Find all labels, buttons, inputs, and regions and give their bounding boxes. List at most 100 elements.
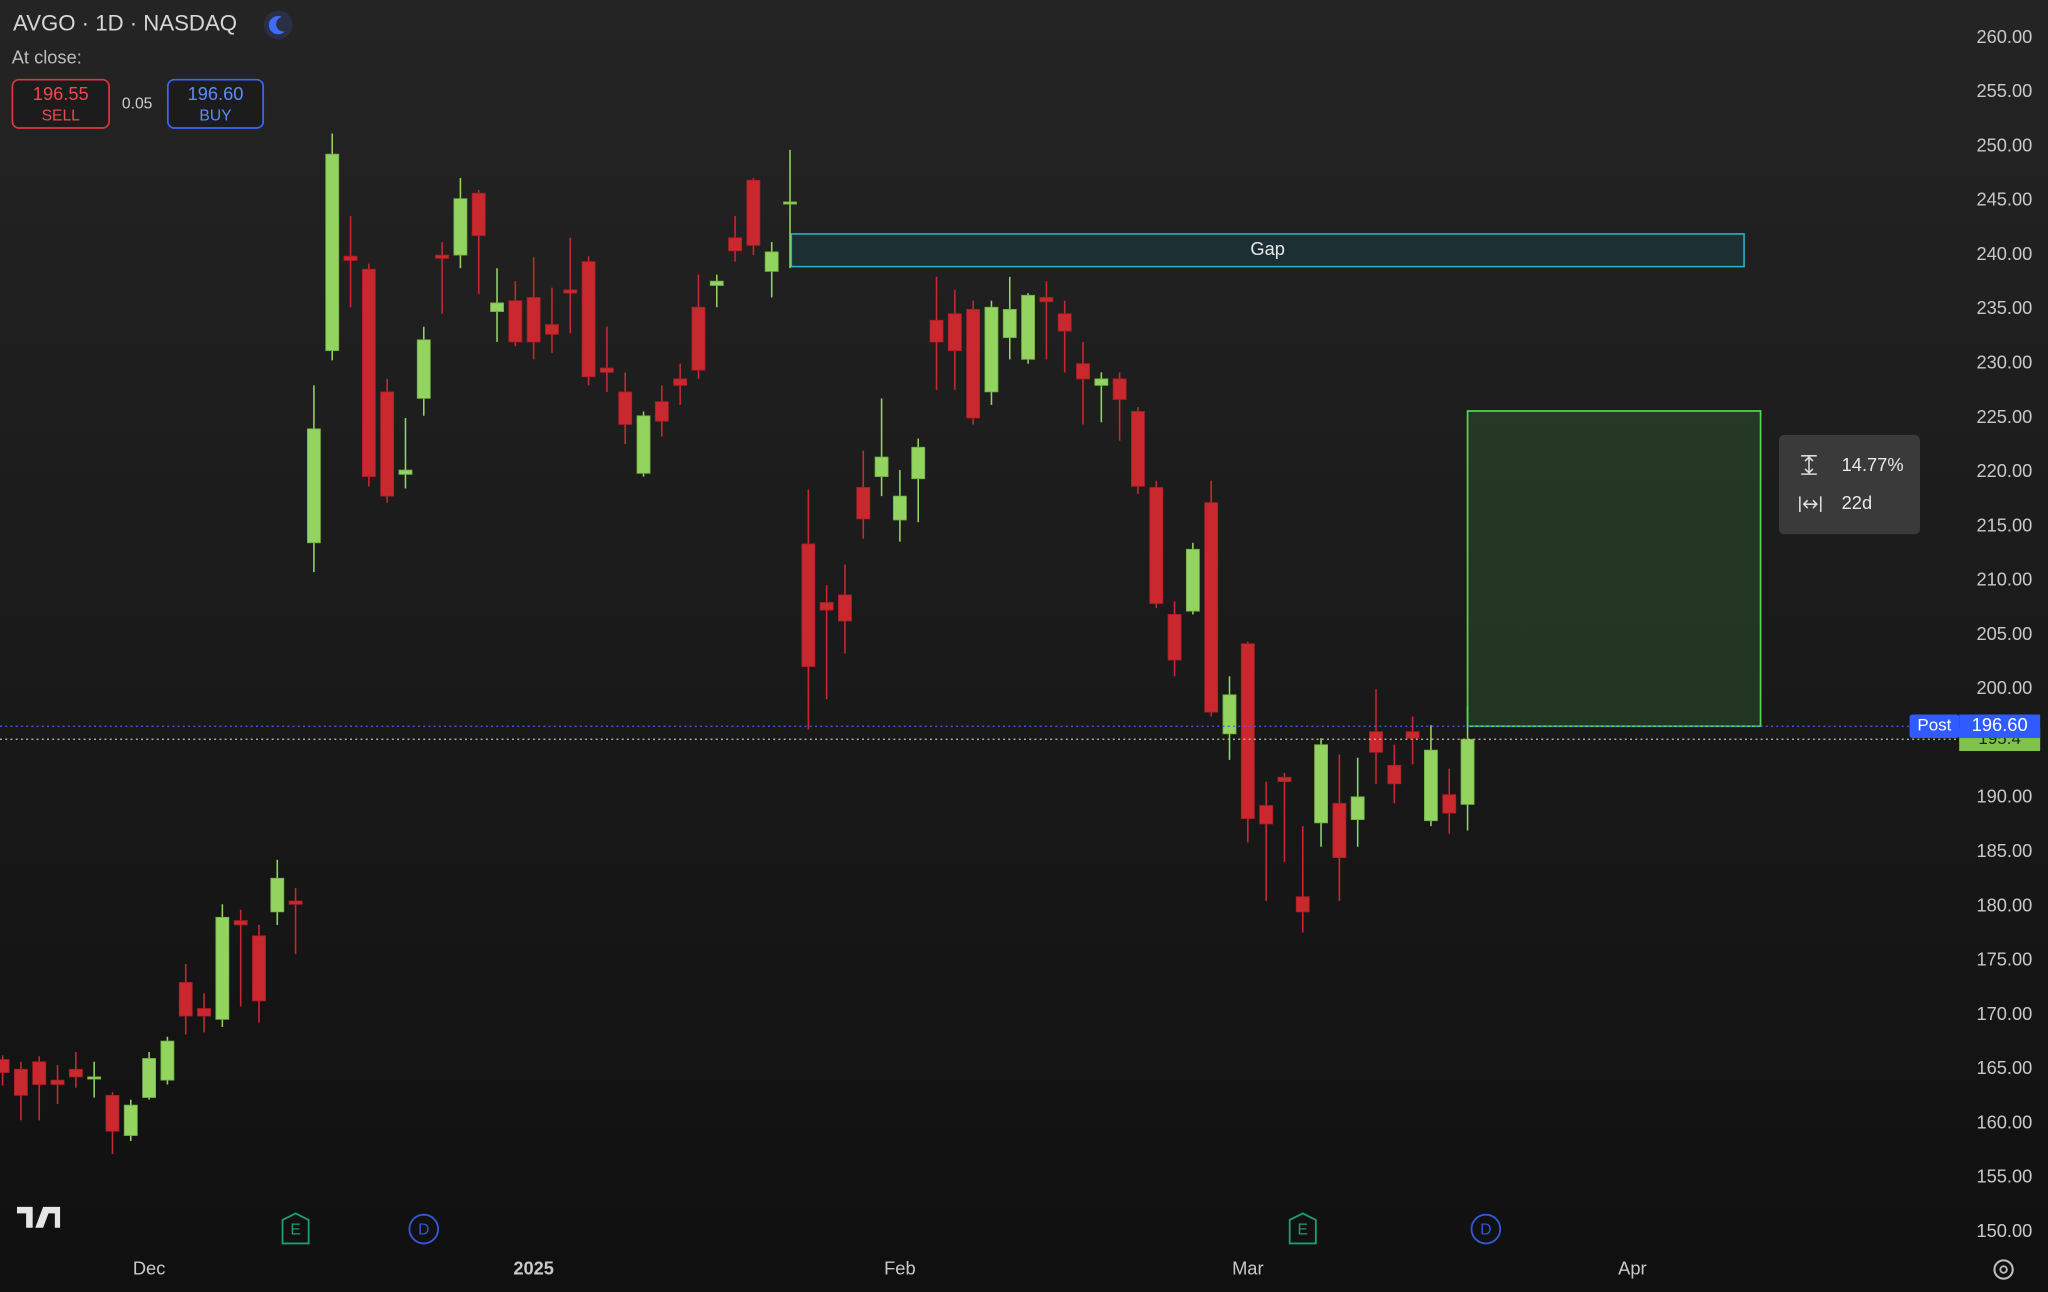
event-label: D: [418, 1221, 429, 1238]
post-price-tag: [1959, 714, 2041, 739]
candle-body: [50, 1079, 65, 1085]
candle-body: [1460, 738, 1475, 805]
candle-body: [160, 1040, 175, 1081]
gap-zone: [790, 233, 1745, 268]
post-label: Post: [1917, 716, 1951, 735]
symbol-title[interactable]: AVGO · 1D · NASDAQ: [13, 11, 237, 36]
x-tick-label: Mar: [1232, 1257, 1263, 1278]
buy-price: 196.60: [188, 83, 244, 104]
candle-body: [1222, 694, 1237, 735]
settings-icon[interactable]: [1993, 1259, 2014, 1280]
candle-body: [142, 1058, 157, 1098]
candle-body: [545, 324, 559, 335]
candle-body: [856, 487, 871, 520]
candle-body: [270, 877, 285, 913]
buy-label: BUY: [199, 107, 232, 124]
y-tick-label: 170.00: [1976, 1003, 2032, 1024]
candle-body: [838, 594, 852, 622]
y-tick-label: 240.00: [1976, 243, 2032, 264]
candle-body: [728, 237, 743, 252]
y-tick-label: 255.00: [1976, 80, 2032, 101]
candle-body: [1405, 731, 1420, 739]
buy-button[interactable]: [166, 78, 265, 129]
candle-body: [673, 378, 688, 386]
session-icon: [263, 10, 293, 40]
candle-body: [709, 280, 724, 286]
y-tick-label: 155.00: [1976, 1166, 2032, 1187]
candle-body: [1021, 294, 1035, 360]
candle-body: [1442, 794, 1457, 814]
candle-body: [1350, 796, 1365, 821]
candle-body: [1149, 487, 1164, 604]
candle-body: [490, 302, 504, 312]
candle-body: [966, 308, 981, 419]
tradingview-logo[interactable]: [16, 1206, 61, 1228]
candle-body: [599, 367, 614, 373]
measure-tooltip: [1778, 434, 1920, 535]
earnings-marker: [281, 1212, 310, 1245]
candle-body: [526, 297, 541, 343]
candle-body: [233, 920, 248, 926]
candle-body: [288, 900, 303, 905]
sell-button[interactable]: [11, 78, 110, 129]
y-tick-label: 220.00: [1976, 460, 2032, 481]
height-icon: [1801, 455, 1817, 475]
candle-body: [325, 153, 340, 352]
y-tick-label: 165.00: [1976, 1057, 2032, 1078]
candle-body: [398, 469, 413, 475]
candle-body: [1295, 896, 1310, 913]
candle-body: [87, 1076, 102, 1080]
y-tick-label: 260.00: [1976, 26, 2032, 47]
dividend-marker: [1470, 1213, 1502, 1245]
y-tick-label: 190.00: [1976, 786, 2032, 807]
candle-body: [911, 446, 926, 480]
candle-body: [306, 428, 321, 544]
y-tick-label: 215.00: [1976, 514, 2032, 535]
candle-body: [435, 254, 450, 259]
candle-body: [380, 391, 395, 497]
event-label: E: [1298, 1221, 1308, 1238]
candle-body: [618, 391, 633, 425]
x-tick-label: Feb: [884, 1257, 915, 1278]
post-tag-name: [1909, 714, 1960, 739]
candle-body: [1002, 308, 1017, 339]
y-tick-label: 150.00: [1976, 1220, 2032, 1241]
candle-body: [1259, 805, 1274, 825]
y-tick-label: 175.00: [1976, 949, 2032, 970]
candle-body: [508, 300, 523, 343]
status: At close:: [12, 47, 82, 68]
candle-body: [14, 1068, 28, 1096]
candle-body: [636, 415, 651, 474]
candle-body: [105, 1094, 120, 1132]
candle-body: [1167, 614, 1182, 661]
candle-body: [563, 289, 578, 294]
moon-icon: [268, 16, 285, 35]
candle-body: [1131, 411, 1145, 487]
candle-body: [1204, 502, 1219, 713]
candle-body: [178, 982, 193, 1017]
x-tick-label: Apr: [1618, 1257, 1646, 1278]
candle-body: [764, 251, 779, 272]
y-tick-label: 210.00: [1976, 569, 2032, 590]
y-tick-label: 185.00: [1976, 840, 2032, 861]
y-tick-label: 245.00: [1976, 189, 2032, 210]
candle-body: [1076, 363, 1090, 380]
candle-body: [361, 268, 376, 477]
candle-body: [819, 602, 834, 611]
candle-body: [252, 935, 266, 1002]
sell-label: SELL: [42, 107, 81, 124]
candle-body: [471, 192, 486, 236]
candle-body: [416, 339, 431, 399]
y-tick-label: 180.00: [1976, 894, 2032, 915]
spread: 0.05: [122, 96, 153, 113]
candle-body: [1314, 744, 1328, 824]
x-tick-label: 2025: [513, 1257, 554, 1278]
event-label: D: [1480, 1221, 1491, 1238]
y-tick-label: 200.00: [1976, 677, 2032, 698]
gap-label: Gap: [1250, 238, 1285, 259]
plot-area: Gap: [0, 133, 1745, 1154]
settings-icon-center: [1999, 1265, 2008, 1274]
